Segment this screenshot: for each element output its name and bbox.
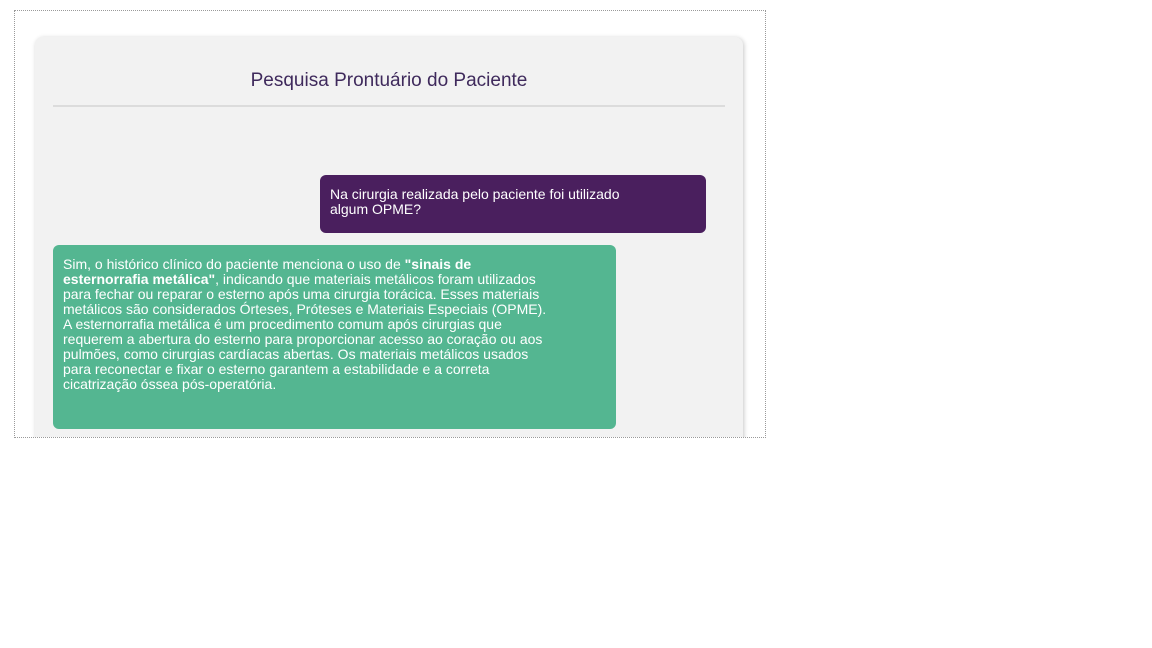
assistant-bold-text: "sinais de bbox=[404, 256, 472, 272]
chat-card: Pesquisa Prontuário do Paciente Na cirur… bbox=[35, 37, 743, 437]
assistant-message-line: A esternorrafia metálica é um procedimen… bbox=[63, 316, 502, 332]
assistant-message-line: para fechar ou reparar o esterno após um… bbox=[63, 286, 540, 302]
user-message-bubble: Na cirurgia realizada pelo paciente foi … bbox=[320, 175, 706, 233]
assistant-text: Sim, o histórico clínico do paciente men… bbox=[63, 256, 405, 272]
assistant-message-line: pulmões, como cirurgias cardíacas aberta… bbox=[63, 346, 529, 362]
assistant-message-bubble: Sim, o histórico clínico do paciente men… bbox=[53, 245, 616, 429]
assistant-message-line: para reconectar e fixar o esterno garant… bbox=[63, 361, 490, 377]
chat-frame: Pesquisa Prontuário do Paciente Na cirur… bbox=[14, 10, 766, 438]
assistant-message-line: requerem a abertura do esterno para prop… bbox=[63, 331, 543, 347]
assistant-message-line: esternorrafia metálica", indicando que m… bbox=[63, 272, 606, 287]
assistant-message-line: Sim, o histórico clínico do paciente men… bbox=[63, 257, 606, 272]
assistant-message-line: cicatrização óssea pós-operatória. bbox=[63, 376, 277, 392]
user-message-line: algum OPME? bbox=[330, 201, 422, 217]
title-divider bbox=[53, 105, 725, 107]
assistant-bold-text: esternorrafia metálica" bbox=[63, 271, 216, 287]
page-title: Pesquisa Prontuário do Paciente bbox=[250, 70, 528, 91]
assistant-message-line: metálicos são considerados Órteses, Prót… bbox=[63, 301, 547, 317]
assistant-text: , indicando que materiais metálicos fora… bbox=[215, 271, 536, 287]
user-message-line: Na cirurgia realizada pelo paciente foi … bbox=[330, 186, 620, 202]
